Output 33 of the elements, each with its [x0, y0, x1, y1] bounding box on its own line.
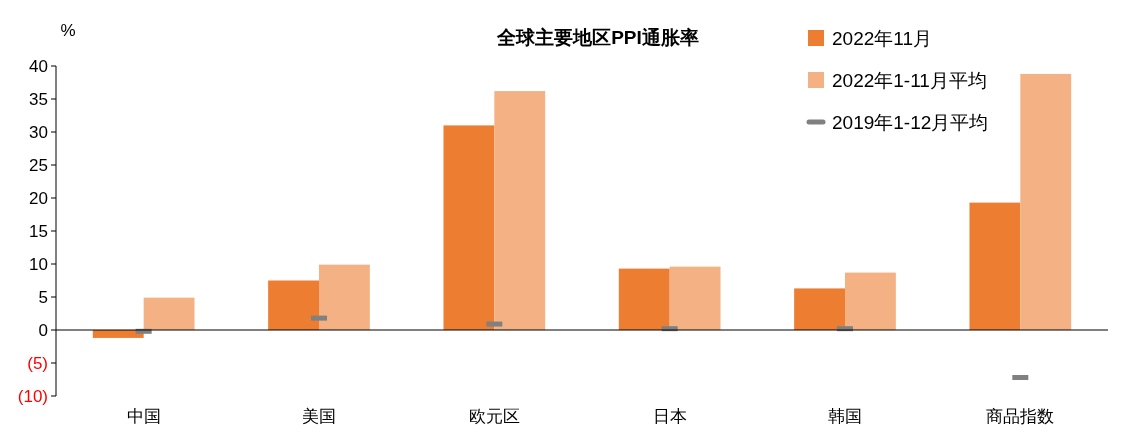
y-tick-label: 25 — [29, 155, 48, 175]
bar — [319, 264, 370, 330]
y-tick-label: 10 — [29, 254, 48, 274]
bar — [268, 280, 319, 330]
bar — [1020, 73, 1072, 330]
y-tick-label: 30 — [29, 122, 48, 142]
y-tick-label: 20 — [29, 188, 48, 208]
chart-title: 全球主要地区PPI通胀率 — [496, 27, 699, 48]
y-tick-label: 40 — [29, 56, 48, 76]
bar — [443, 125, 495, 330]
y-tick-label: 5 — [38, 287, 48, 307]
y-tick-label: 15 — [29, 221, 48, 241]
bar — [969, 202, 1021, 330]
y-tick-label: 0 — [38, 320, 48, 340]
y-tick-label: (10) — [17, 386, 48, 406]
x-tick-label: 日本 — [652, 407, 687, 426]
x-tick-label: 欧元区 — [468, 407, 520, 426]
bar — [494, 91, 546, 330]
bar — [845, 272, 896, 330]
bar — [794, 288, 845, 330]
y-axis-title: % — [60, 21, 76, 40]
legend-label: 2022年1-11月平均 — [832, 69, 987, 91]
bar — [669, 266, 721, 330]
y-tick-label: (5) — [27, 353, 48, 373]
legend-label: 2022年11月 — [832, 27, 932, 49]
y-tick-label: 35 — [29, 89, 48, 109]
x-tick-label: 商品指数 — [986, 407, 1055, 426]
x-tick-label: 韩国 — [828, 407, 862, 426]
legend-label: 2019年1-12月平均 — [832, 111, 989, 133]
bar — [618, 268, 670, 330]
bar — [143, 297, 195, 330]
x-tick-label: 中国 — [126, 407, 161, 426]
x-tick-label: 美国 — [302, 407, 336, 426]
